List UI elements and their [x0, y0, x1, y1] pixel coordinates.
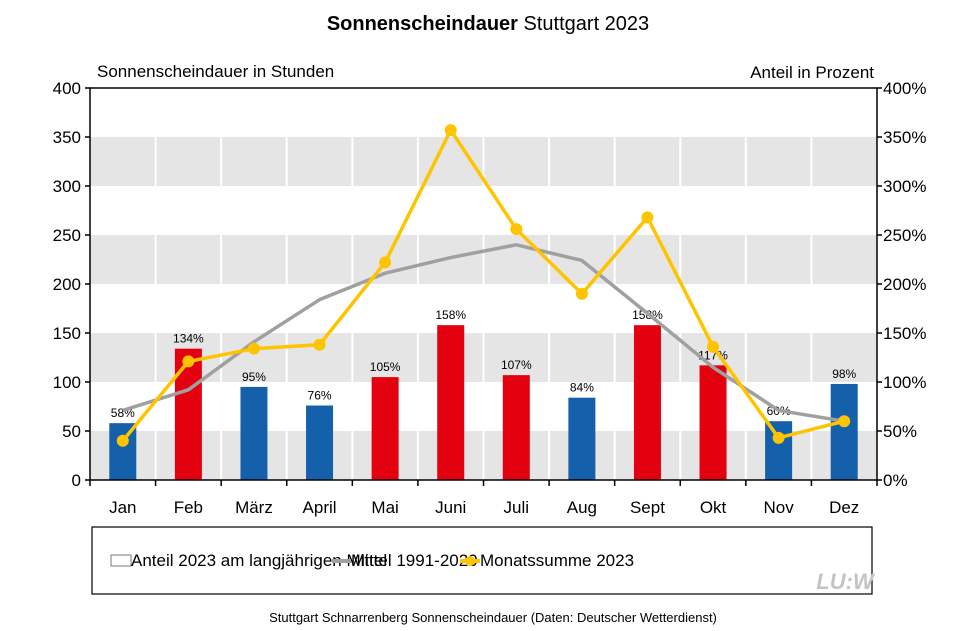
y-left-tick-label: 400 [53, 79, 81, 98]
x-tick-label-Aug: Aug [567, 498, 597, 517]
y-right-tick-label: 400% [883, 79, 926, 98]
x-tick-label-Dez: Dez [829, 498, 859, 517]
marker-Juni [444, 124, 457, 137]
line-monthly-2023 [121, 128, 845, 442]
y-right-tick-label: 300% [883, 177, 926, 196]
x-tick-label-Mai: Mai [371, 498, 398, 517]
marker-Sept [641, 211, 654, 224]
y-left-tick-label: 200 [53, 275, 81, 294]
y-right-tick-label: 250% [883, 226, 926, 245]
bar-Feb [174, 348, 202, 480]
y-left-tick-label: 100 [53, 373, 81, 392]
marker-Okt [707, 340, 720, 353]
y-left-tick-label: 0 [72, 471, 81, 490]
marker-Aug [575, 287, 588, 300]
marker-Mai [379, 256, 392, 269]
chart-title: Sonnenscheindauer Stuttgart 2023 [327, 13, 649, 35]
y-left-tick-label: 350 [53, 128, 81, 147]
bar-label-März: 95% [242, 370, 266, 384]
lines [116, 124, 851, 447]
bars [109, 325, 858, 480]
axes [85, 87, 882, 486]
y-right-tick-label: 350% [883, 128, 926, 147]
x-tick-label-Juni: Juni [435, 498, 466, 517]
legend-mean-label: Mittel 1991-2020 [351, 551, 478, 570]
marker-Dez [838, 415, 851, 428]
legend-box [91, 526, 873, 595]
bar-April [306, 405, 334, 480]
marker-März [247, 342, 260, 355]
bar-Aug [568, 397, 596, 480]
x-tick-label-Juli: Juli [504, 498, 530, 517]
bar-Dez [830, 383, 858, 480]
legend-monthly-label: Monatssumme 2023 [480, 551, 634, 570]
x-tick-label-Okt: Okt [700, 498, 727, 517]
bar-März [240, 386, 268, 480]
legend-bar-swatch [110, 554, 132, 567]
y-right-tick-label: 0% [883, 471, 908, 490]
left-axis-label: Sonnenscheindauer in Stunden [97, 62, 334, 81]
y-right-tick-label: 50% [883, 422, 917, 441]
tick-labels: 0 0% 50 50% 100 100% 150 150% 200 200% 250 250% 300 3… [53, 79, 927, 517]
y-left-tick-label: 250 [53, 226, 81, 245]
right-axis-label: Anteil in Prozent [750, 63, 874, 82]
x-tick-label-April: April [303, 498, 337, 517]
x-tick-label-Feb: Feb [174, 498, 203, 517]
y-right-tick-label: 150% [883, 324, 926, 343]
x-tick-label-März: März [235, 498, 273, 517]
lubw-logo: LU:W [816, 569, 876, 594]
legend-bar-label: Anteil 2023 am langjährigen Mittel [131, 551, 387, 570]
y-left-tick-label: 300 [53, 177, 81, 196]
x-tick-label-Nov: Nov [764, 498, 795, 517]
y-right-tick-label: 200% [883, 275, 926, 294]
marker-April [313, 338, 326, 351]
bar-label-Mai: 105% [370, 360, 401, 374]
x-tick-label-Jan: Jan [109, 498, 136, 517]
bar-Juni [437, 325, 465, 480]
bar-label-April: 76% [308, 389, 332, 403]
bar-Nov [765, 421, 793, 480]
bar-label-Aug: 84% [570, 381, 594, 395]
x-tick-label-Sept: Sept [630, 498, 665, 517]
marker-Nov [772, 431, 785, 444]
bar-Okt [699, 365, 727, 480]
marker-Feb [182, 355, 195, 368]
footnote: Stuttgart Schnarrenberg Sonnenscheindaue… [269, 610, 717, 625]
bar-Mai [371, 377, 399, 480]
y-left-tick-label: 150 [53, 324, 81, 343]
bar-label-Juni: 158% [435, 308, 466, 322]
marker-Juli [510, 223, 523, 236]
marker-Jan [116, 434, 129, 447]
y-left-tick-label: 50 [62, 422, 81, 441]
bar-label-Dez: 98% [832, 367, 856, 381]
bar-Juli [502, 375, 530, 480]
legend: Anteil 2023 am langjährigen Mittel Mitte… [91, 526, 876, 595]
bar-Sept [633, 325, 661, 480]
y-right-tick-label: 100% [883, 373, 926, 392]
bar-label-Feb: 134% [173, 332, 204, 346]
bar-label-Juli: 107% [501, 358, 532, 372]
legend-monthly-marker [465, 556, 475, 566]
